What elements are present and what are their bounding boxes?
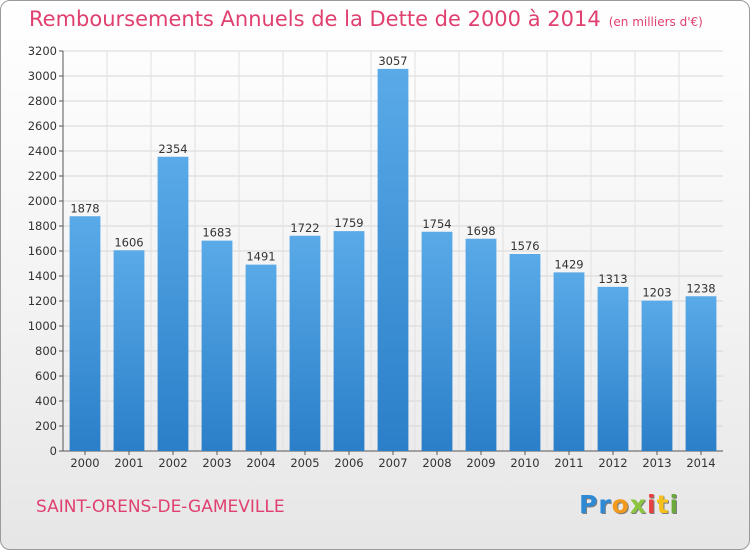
y-tick-label: 800 (35, 344, 57, 358)
bar (465, 238, 497, 451)
data-label: 1683 (202, 226, 231, 240)
x-tick-label: 2012 (598, 456, 627, 470)
x-tick-label: 2010 (510, 456, 539, 470)
bar (553, 272, 585, 451)
x-tick-label: 2008 (422, 456, 451, 470)
x-tick-label: 2003 (202, 456, 231, 470)
y-tick-label: 1400 (28, 269, 57, 283)
bar (597, 286, 629, 451)
x-tick-label: 2006 (334, 456, 363, 470)
y-tick-label: 1800 (28, 219, 57, 233)
logo-letter: i (647, 490, 657, 519)
data-label: 3057 (378, 54, 407, 68)
y-tick-label: 200 (35, 419, 57, 433)
x-tick-label: 2001 (114, 456, 143, 470)
bar (377, 68, 409, 451)
x-tick-label: 2013 (642, 456, 671, 470)
bar (157, 156, 189, 451)
y-tick-label: 1000 (28, 319, 57, 333)
data-label: 1754 (422, 217, 451, 231)
y-tick-label: 400 (35, 394, 57, 408)
bar (685, 296, 717, 451)
data-label: 2354 (158, 142, 187, 156)
y-tick-label: 0 (50, 444, 57, 458)
x-tick-label: 2000 (70, 456, 99, 470)
bar (201, 240, 233, 451)
data-label: 1238 (686, 281, 715, 295)
y-tick-label: 2600 (28, 119, 57, 133)
proxiti-logo: Proxiti (579, 490, 679, 519)
data-label: 1203 (642, 286, 671, 300)
y-tick-label: 2400 (28, 144, 57, 158)
bars (69, 68, 717, 451)
logo-letter: r (598, 490, 612, 519)
x-tick-label: 2011 (554, 456, 583, 470)
x-tick-label: 2009 (466, 456, 495, 470)
data-label: 1606 (114, 235, 143, 249)
x-tick-label: 2005 (290, 456, 319, 470)
bar (421, 231, 453, 451)
y-tick-label: 3200 (28, 44, 57, 58)
data-label: 1722 (290, 221, 319, 235)
chart-title: Remboursements Annuels de la Dette de 20… (29, 7, 703, 31)
city-name: SAINT-ORENS-DE-GAMEVILLE (36, 497, 285, 517)
logo-letter: x (629, 490, 647, 519)
logo-letter: t (656, 490, 670, 519)
data-label: 1698 (466, 224, 495, 238)
bar (641, 300, 673, 451)
y-tick-label: 3000 (28, 69, 57, 83)
bar (289, 235, 321, 451)
x-tick-label: 2004 (246, 456, 275, 470)
chart-title-text: Remboursements Annuels de la Dette de 20… (29, 7, 601, 31)
data-label: 1429 (554, 257, 583, 271)
chart-unit: (en milliers d'€) (608, 15, 703, 29)
y-tick-label: 2800 (28, 94, 57, 108)
bar (509, 254, 541, 451)
data-label: 1491 (246, 250, 275, 264)
data-label: 1576 (510, 239, 539, 253)
logo-letter: i (669, 490, 680, 519)
data-label: 1313 (598, 272, 627, 286)
x-tick-label: 2014 (686, 456, 715, 470)
data-labels: 1878 1606 2354 1683 1491 1722 1759 3057 1754 1698… (70, 54, 715, 300)
y-tick-label: 600 (35, 369, 57, 383)
data-label: 1878 (70, 201, 99, 215)
y-tick-label: 1600 (28, 244, 57, 258)
logo-letter: P (579, 490, 599, 519)
x-tick-label: 2007 (378, 456, 407, 470)
y-tick-label: 2000 (28, 194, 57, 208)
axes: 0 200 400 600 800 1000 1200 1400 1600 1800 2000 220… (28, 44, 723, 470)
y-tick-label: 2200 (28, 169, 57, 183)
bar (333, 231, 365, 451)
bar (69, 216, 101, 451)
data-label: 1759 (334, 216, 363, 230)
bar (245, 264, 277, 451)
bar (113, 250, 145, 451)
y-tick-label: 1200 (28, 294, 57, 308)
x-tick-label: 2002 (158, 456, 187, 470)
logo-letter: o (611, 490, 630, 519)
